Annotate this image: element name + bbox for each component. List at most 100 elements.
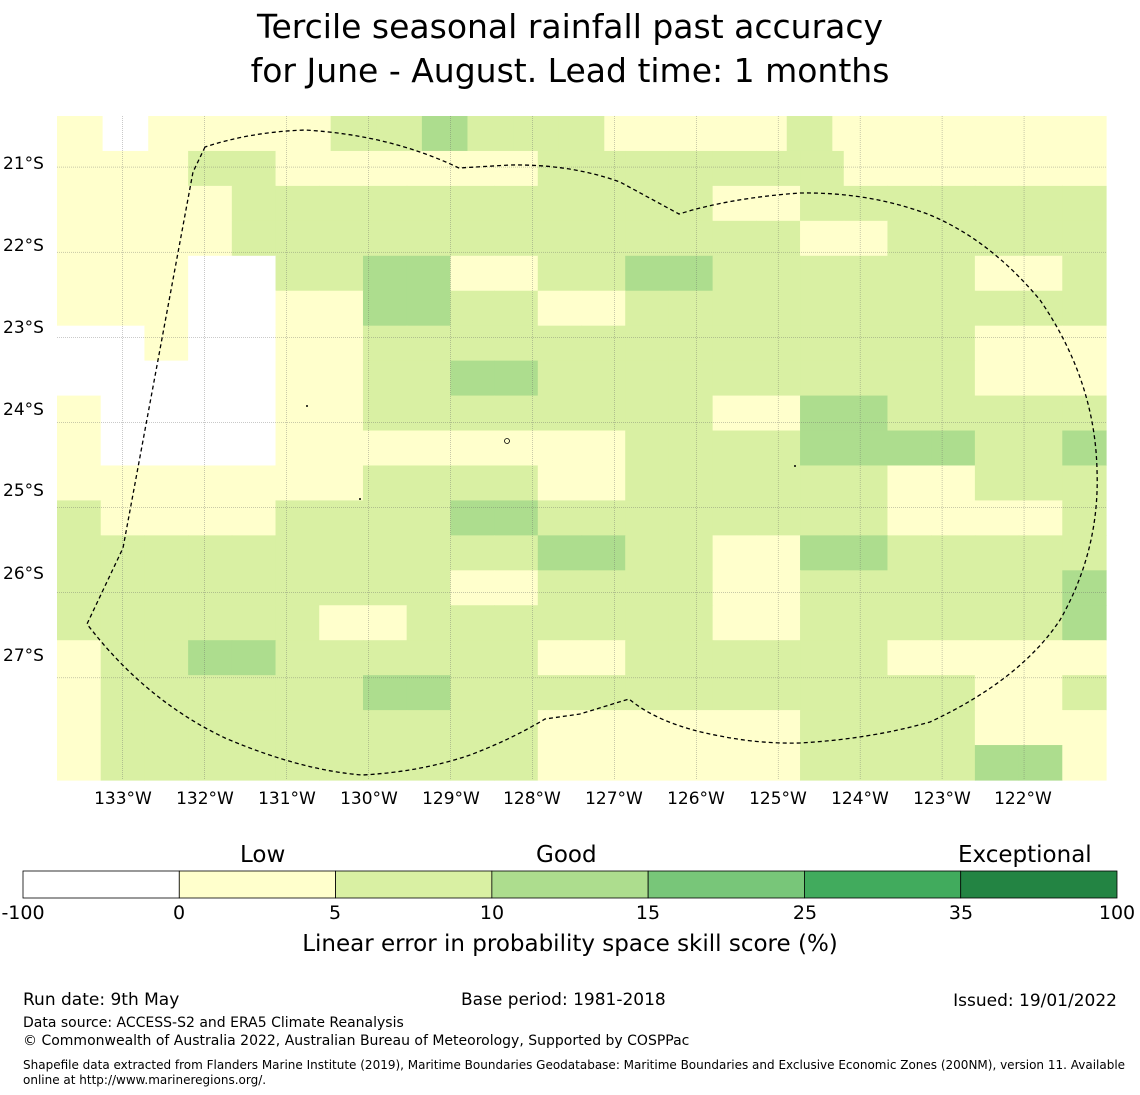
skill-cell [450, 290, 495, 327]
skill-cell [558, 116, 605, 152]
skill-cell [843, 745, 889, 781]
skill-cell [148, 116, 195, 152]
skill-cell [974, 360, 1020, 397]
skill-cell [231, 710, 277, 746]
skill-cell [362, 185, 408, 222]
skill-cell [144, 290, 189, 327]
skill-cell [188, 290, 233, 327]
skill-cell [450, 325, 495, 362]
skill-cell [275, 255, 320, 292]
skill-cell [537, 430, 583, 467]
skill-cell [668, 675, 714, 711]
skill-cell [800, 500, 845, 536]
skill-cell [362, 290, 408, 327]
skill-cell [450, 640, 495, 676]
skill-cell [450, 605, 495, 641]
skill-cell [362, 430, 408, 467]
skill-cell [712, 640, 757, 676]
skill-cell [712, 570, 757, 606]
skill-cell [231, 675, 277, 711]
skill-cell [887, 395, 932, 432]
skill-cell [231, 150, 277, 187]
skill-cell [319, 535, 364, 571]
skill-cell [406, 255, 451, 292]
skill-cell [100, 185, 146, 222]
skill-cell [712, 220, 757, 257]
skill-cell [231, 430, 277, 467]
base-period: Base period: 1981-2018 [461, 990, 666, 1010]
skill-cell [931, 395, 976, 432]
skill-cell [319, 570, 364, 606]
skill-cell [513, 116, 560, 152]
skill-cell [887, 465, 932, 502]
skill-cell [57, 675, 102, 711]
skill-cell [100, 745, 146, 781]
skill-cell [319, 745, 364, 781]
skill-cell [100, 535, 146, 571]
skill-cell [625, 255, 670, 292]
skill-cell [406, 605, 451, 641]
skill-cell [275, 710, 320, 746]
skill-cell [144, 150, 189, 187]
skill-cell [144, 465, 189, 502]
skill-cell [537, 150, 583, 187]
skill-cell [231, 535, 277, 571]
skill-cell [450, 710, 495, 746]
skill-cell [712, 465, 757, 502]
skill-cell [330, 116, 377, 152]
skill-cell [581, 745, 626, 781]
skill-cell [756, 605, 801, 641]
skill-cell [188, 500, 233, 536]
skill-cell [1018, 220, 1063, 257]
skill-cell [188, 185, 233, 222]
skill-cell [188, 570, 233, 606]
skill-cell [668, 465, 714, 502]
colorbar-category-low: Low [240, 842, 286, 868]
skill-cell [974, 465, 1020, 502]
skill-cell [756, 465, 801, 502]
skill-cell [57, 570, 102, 606]
skill-cell [1062, 500, 1107, 536]
skill-cell [1018, 150, 1063, 187]
skill-cell [275, 500, 320, 536]
skill-cell [494, 500, 539, 536]
skill-cell [800, 220, 845, 257]
skill-cell [537, 570, 583, 606]
skill-cell [362, 150, 408, 187]
skill-cell [275, 395, 320, 432]
skill-cell [275, 675, 320, 711]
skill-cell [668, 535, 714, 571]
skill-cell [537, 500, 583, 536]
skill-cell [1018, 500, 1063, 536]
skill-cell [406, 710, 451, 746]
skill-cell [887, 430, 932, 467]
skill-cell [450, 500, 495, 536]
skill-cell [800, 290, 845, 327]
skill-cell [581, 395, 626, 432]
skill-cell [923, 116, 970, 152]
island-marker [306, 405, 308, 407]
skill-cell [57, 745, 102, 781]
skill-cell [1014, 116, 1061, 152]
skill-cell [887, 640, 932, 676]
skill-cell [144, 325, 189, 362]
skill-cell [537, 745, 583, 781]
skill-cell [450, 430, 495, 467]
skill-cell [57, 150, 102, 187]
skill-cell [450, 570, 495, 606]
skill-cell [756, 745, 801, 781]
skill-cell [275, 605, 320, 641]
colorbar-tick: 15 [635, 902, 661, 924]
skill-cell [800, 605, 845, 641]
skill-cell [974, 185, 1020, 222]
skill-cell [406, 465, 451, 502]
skill-cell [362, 500, 408, 536]
skill-cell [319, 290, 364, 327]
skill-cell [974, 150, 1020, 187]
skill-cell [843, 710, 889, 746]
skill-cell [57, 325, 102, 362]
skill-cell [800, 430, 845, 467]
skill-cell [1062, 185, 1107, 222]
skill-cell [649, 116, 697, 152]
lon-label: 123°W [913, 789, 971, 809]
